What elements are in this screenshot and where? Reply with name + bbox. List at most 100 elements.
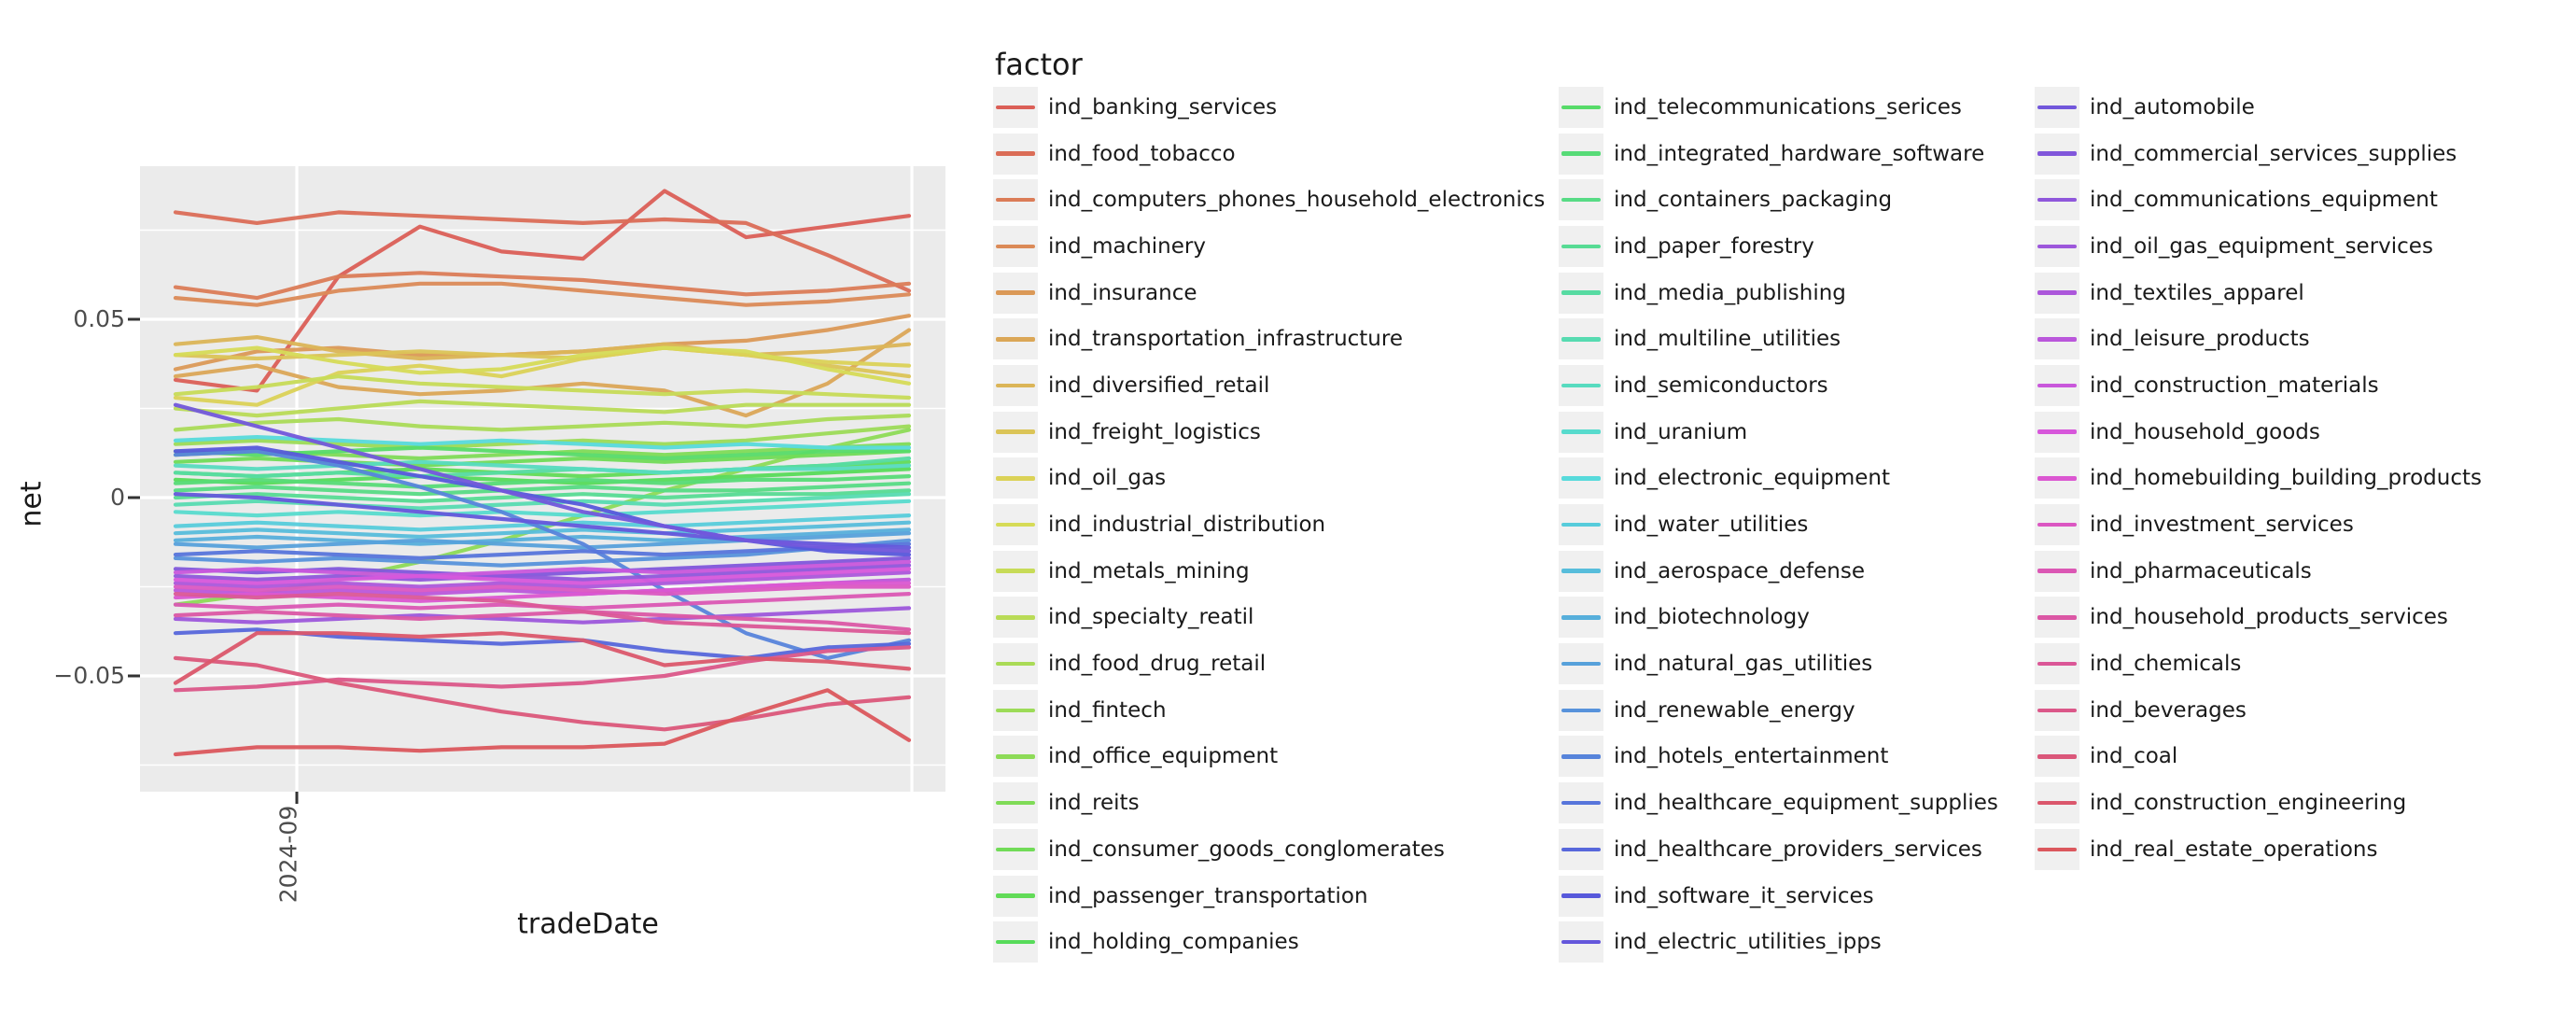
legend-key-line — [996, 800, 1035, 806]
legend-item: ind_household_goods — [2035, 409, 2482, 456]
legend-key-line — [996, 476, 1035, 481]
legend-key-line — [2037, 290, 2077, 295]
legend-key-line — [1561, 337, 1601, 342]
legend-item: ind_metals_mining — [993, 548, 1545, 595]
legend-item-label: ind_computers_phones_household_electroni… — [1048, 188, 1546, 213]
legend-item-label: ind_chemicals — [2090, 652, 2242, 677]
legend-item-label: ind_fintech — [1048, 697, 1167, 723]
legend-item: ind_hotels_entertainment — [1559, 734, 1998, 780]
legend-item: ind_electric_utilities_ipps — [1559, 919, 1998, 965]
series-line — [173, 449, 912, 661]
legend-item: ind_natural_gas_utilities — [1559, 640, 1998, 687]
legend-key — [1559, 782, 1603, 824]
series-line — [173, 414, 912, 432]
series-line — [173, 606, 912, 625]
legend-item: ind_textiles_apparel — [2035, 270, 2482, 316]
legend-item-label: ind_containers_packaging — [1614, 188, 1893, 213]
series-line — [173, 481, 912, 497]
legend-item-label: ind_insurance — [1048, 280, 1197, 305]
legend-key-line — [2037, 800, 2077, 806]
series-line — [173, 499, 912, 518]
legend-key — [2035, 133, 2079, 175]
legend-key-line — [996, 661, 1035, 667]
legend-item-label: ind_household_products_services — [2090, 605, 2448, 630]
legend-item-label: ind_specialty_reatil — [1048, 605, 1254, 630]
legend-key — [2035, 736, 2079, 778]
legend-item: ind_industrial_distribution — [993, 501, 1545, 548]
legend-key — [1559, 86, 1603, 128]
legend-key-line — [1561, 429, 1601, 434]
legend-key — [993, 86, 1038, 128]
x-axis-title: tradeDate — [517, 907, 659, 941]
legend-item-label: ind_industrial_distribution — [1048, 513, 1326, 538]
legend-item-label: ind_pharmaceuticals — [2090, 558, 2312, 583]
legend-key-line — [2037, 847, 2077, 852]
legend-item-label: ind_renewable_energy — [1614, 697, 1855, 723]
series-line — [173, 591, 912, 636]
legend-item-label: ind_oil_gas_equipment_services — [2090, 233, 2433, 259]
series-line — [173, 688, 912, 757]
legend-item: ind_holding_companies — [993, 919, 1545, 965]
legend-key-line — [996, 569, 1035, 573]
legend-item-label: ind_communications_equipment — [2090, 188, 2438, 213]
legend-key — [1559, 875, 1603, 917]
legend-item: ind_semiconductors — [1559, 362, 1998, 409]
legend-item: ind_food_drug_retail — [993, 640, 1545, 687]
legend-key — [1559, 457, 1603, 499]
legend-item-label: ind_real_estate_operations — [2090, 836, 2378, 862]
legend-item: ind_diversified_retail — [993, 362, 1545, 409]
legend-item: ind_aerospace_defense — [1559, 548, 1998, 595]
legend-item: ind_machinery — [993, 223, 1545, 270]
series-line — [173, 520, 912, 540]
legend-item-label: ind_coal — [2090, 744, 2178, 769]
legend-item: ind_renewable_energy — [1559, 687, 1998, 734]
legend-key-line — [996, 754, 1035, 759]
legend-item-label: ind_paper_forestry — [1614, 233, 1814, 259]
legend-item: ind_water_utilities — [1559, 501, 1998, 548]
series-line — [173, 531, 912, 550]
legend-key — [2035, 364, 2079, 406]
legend-key — [993, 921, 1038, 963]
legend-item: ind_biotechnology — [1559, 595, 1998, 641]
legend-key — [1559, 597, 1603, 639]
legend-item-label: ind_banking_services — [1048, 94, 1278, 119]
legend-item-label: ind_leisure_products — [2090, 327, 2310, 352]
legend-item: ind_integrated_hardware_software — [1559, 131, 1998, 177]
legend-key — [1559, 179, 1603, 221]
legend-key — [1559, 550, 1603, 592]
legend-item: ind_food_tobacco — [993, 131, 1545, 177]
legend-item: ind_healthcare_providers_services — [1559, 826, 1998, 873]
legend-column: ind_telecommunications_serices ind_integr… — [1559, 84, 1998, 965]
legend-key-line — [1561, 522, 1601, 527]
legend-item: ind_automobile — [2035, 84, 2482, 131]
legend-key — [1559, 411, 1603, 453]
legend-item-label: ind_media_publishing — [1614, 280, 1846, 305]
series-line — [173, 559, 912, 579]
legend-item: ind_communications_equipment — [2035, 176, 2482, 223]
series-line — [173, 655, 912, 732]
legend-item-label: ind_uranium — [1614, 419, 1748, 444]
series-line — [173, 541, 912, 561]
legend-key — [2035, 597, 2079, 639]
legend-item: ind_pharmaceuticals — [2035, 548, 2482, 595]
legend-item: ind_construction_engineering — [2035, 780, 2482, 826]
legend-key — [1559, 133, 1603, 175]
legend-item-label: ind_freight_logistics — [1048, 419, 1261, 444]
legend-item: ind_specialty_reatil — [993, 595, 1545, 641]
legend-key — [993, 643, 1038, 685]
legend-key-line — [2037, 105, 2077, 110]
legend-key — [1559, 736, 1603, 778]
legend-item: ind_homebuilding_building_products — [2035, 456, 2482, 502]
legend-key-line — [2037, 197, 2077, 203]
legend-item-label: ind_diversified_retail — [1048, 372, 1270, 398]
legend-item: ind_multiline_utilities — [1559, 316, 1998, 362]
legend-key-line — [1561, 290, 1601, 295]
legend-key-line — [996, 244, 1035, 249]
legend-item-label: ind_integrated_hardware_software — [1614, 141, 1985, 166]
legend-item-label: ind_food_drug_retail — [1048, 652, 1267, 677]
legend-key-line — [1561, 661, 1601, 667]
legend-key — [1559, 504, 1603, 546]
legend-item-label: ind_water_utilities — [1614, 513, 1809, 538]
